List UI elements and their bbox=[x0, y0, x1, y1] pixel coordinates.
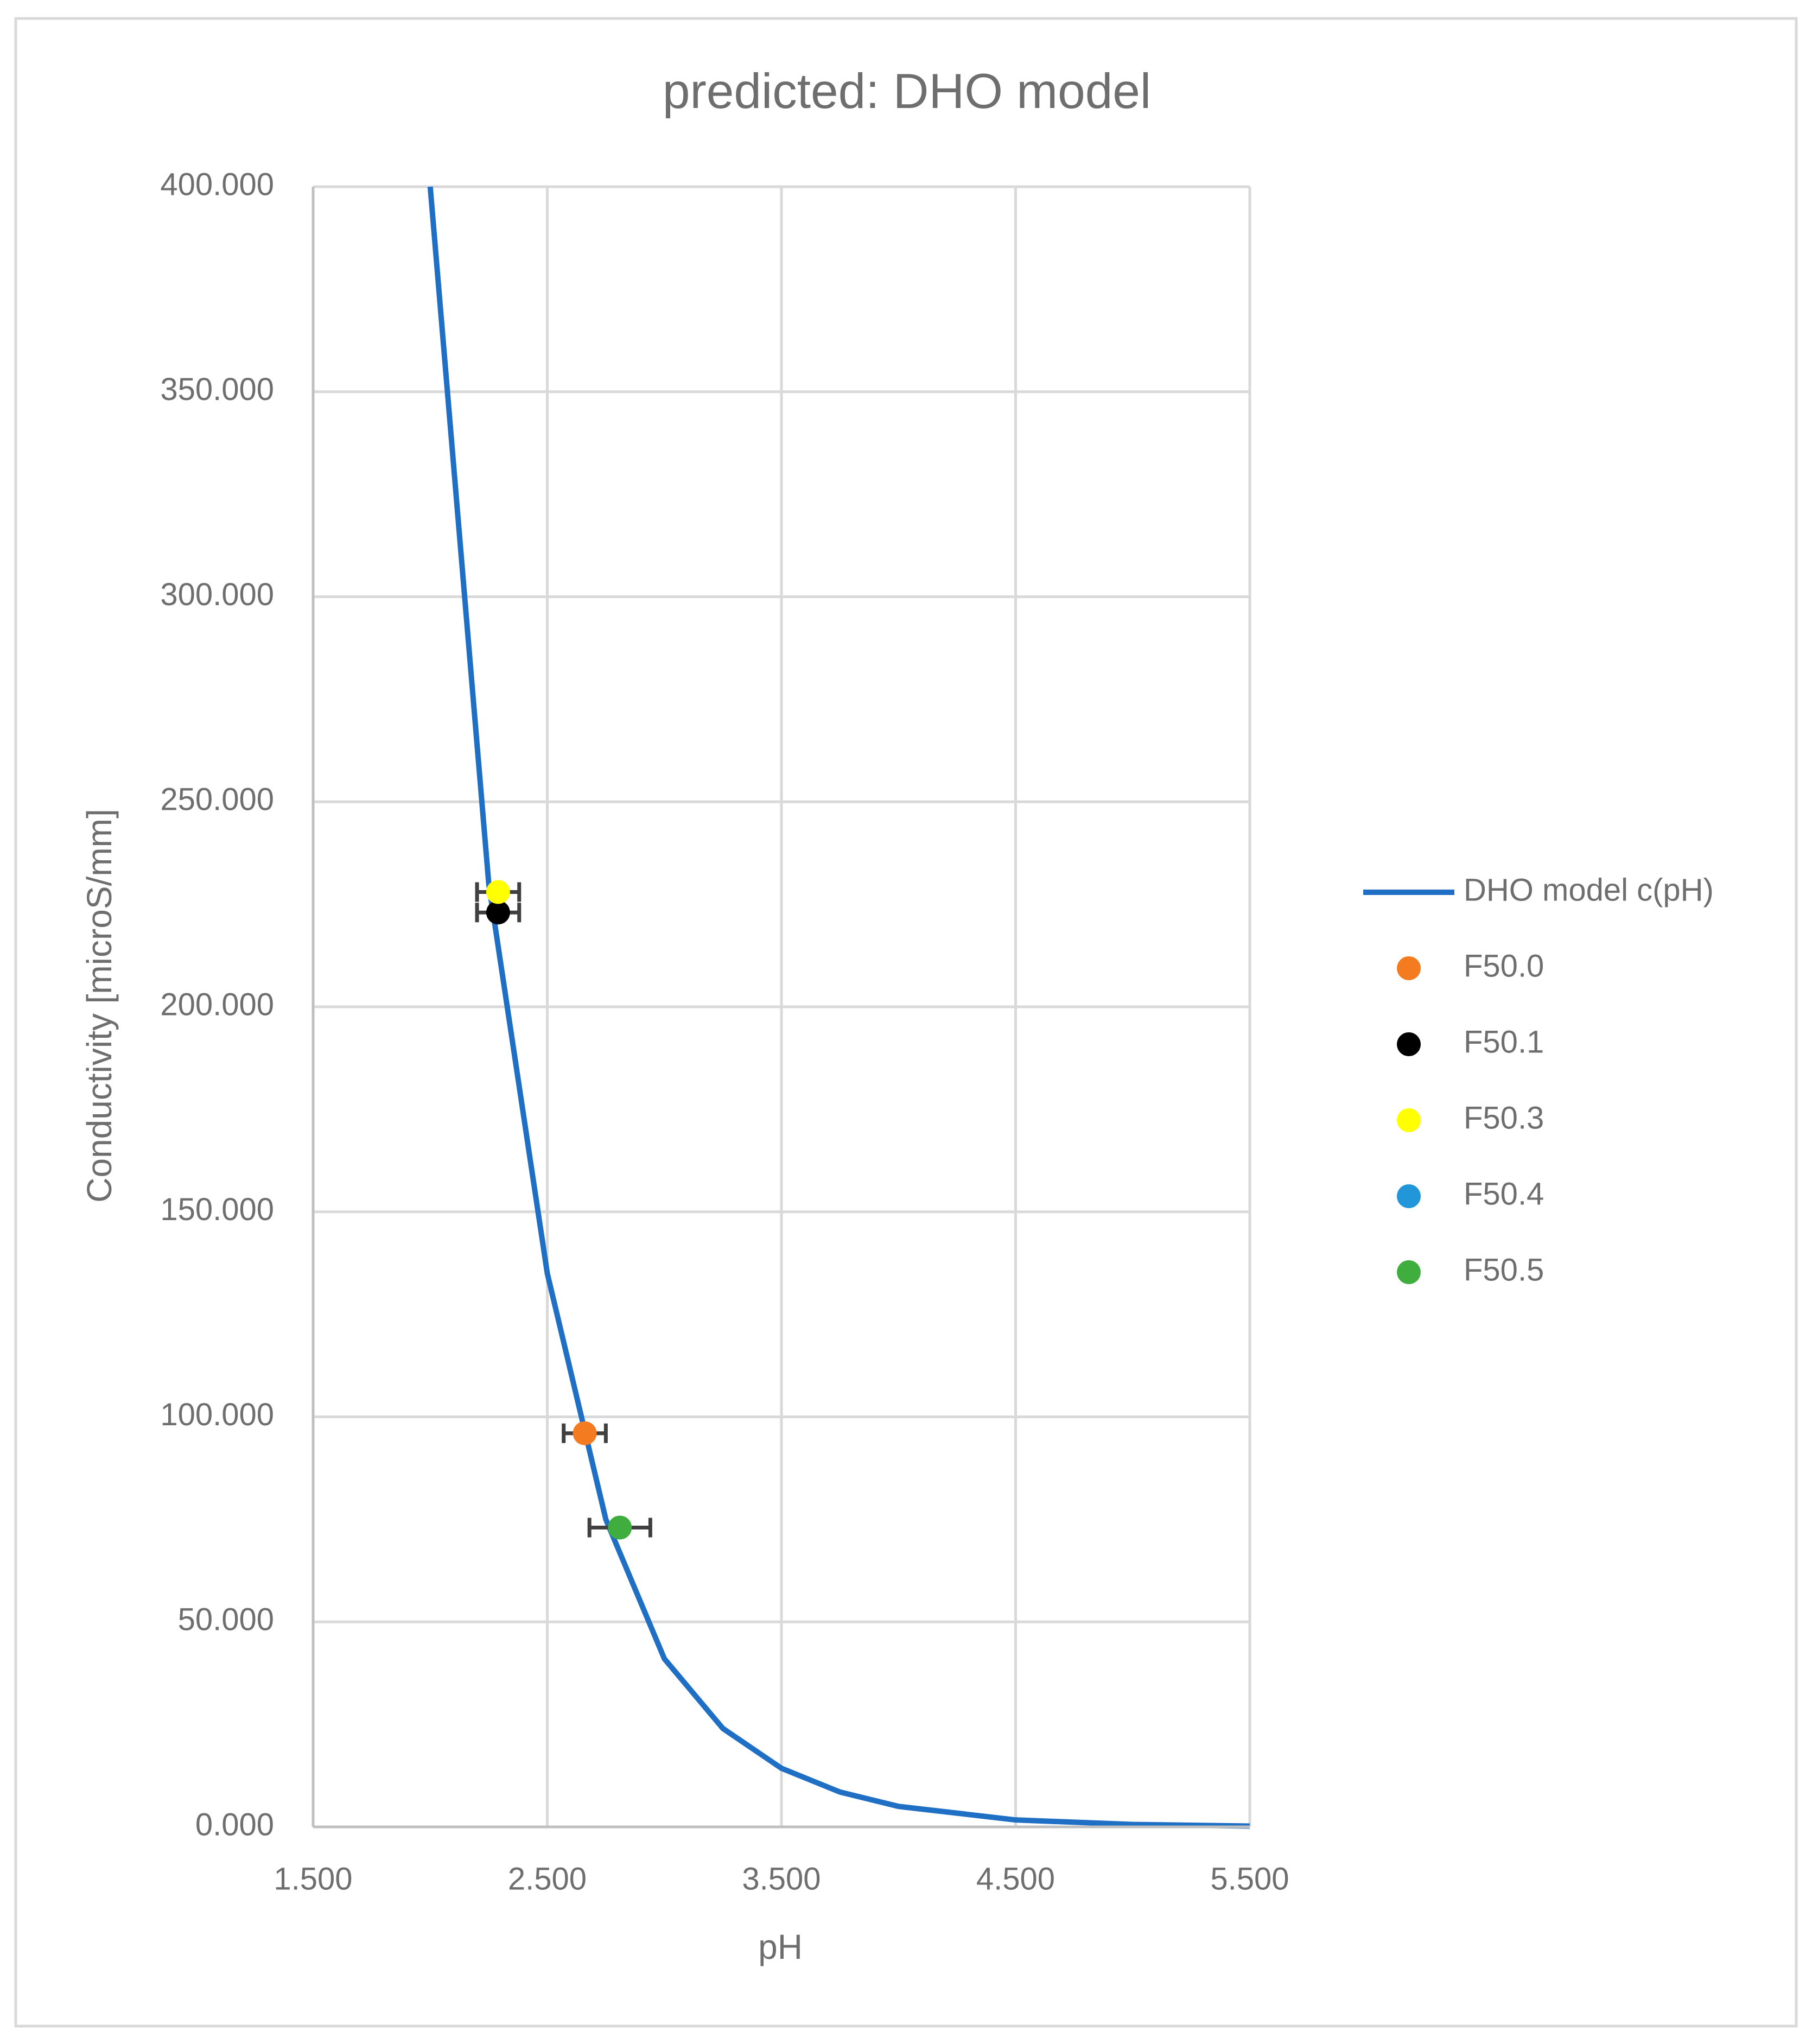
x-tick-label: 2.500 bbox=[508, 1861, 587, 1896]
legend: DHO model c(pH) F50.0 F50.1 F50.3 F50.4 F50.5 bbox=[1363, 872, 1714, 1287]
y-tick-label: 100.000 bbox=[160, 1397, 274, 1432]
legend-label: F50.5 bbox=[1464, 1252, 1544, 1287]
x-tick-label: 4.500 bbox=[976, 1861, 1055, 1896]
y-tick-label: 0.000 bbox=[195, 1807, 274, 1842]
chart-title: predicted: DHO model bbox=[663, 64, 1151, 119]
y-axis-title: Conductivity [microS/mm] bbox=[80, 809, 119, 1202]
y-tick-label: 400.000 bbox=[160, 167, 274, 202]
legend-swatch bbox=[1397, 1032, 1421, 1056]
legend-label: F50.3 bbox=[1464, 1100, 1544, 1135]
legend-label: DHO model c(pH) bbox=[1464, 872, 1714, 907]
data-point bbox=[608, 1515, 632, 1540]
legend-label: F50.4 bbox=[1464, 1176, 1544, 1211]
legend-swatch bbox=[1397, 1108, 1421, 1132]
y-tick-label: 300.000 bbox=[160, 577, 274, 612]
legend-label: F50.0 bbox=[1464, 948, 1544, 983]
chart-border bbox=[14, 17, 1798, 2028]
legend-swatch bbox=[1397, 956, 1421, 980]
data-point bbox=[573, 1421, 597, 1445]
legend-label: F50.1 bbox=[1464, 1024, 1544, 1059]
x-axis-title: pH bbox=[758, 1927, 803, 1966]
y-tick-label: 200.000 bbox=[160, 987, 274, 1022]
data-point bbox=[486, 900, 510, 925]
y-tick-label: 250.000 bbox=[160, 782, 274, 817]
y-tick-label: 150.000 bbox=[160, 1192, 274, 1227]
line-series bbox=[427, 186, 1250, 1829]
legend-swatch bbox=[1397, 1184, 1421, 1208]
legend-swatch bbox=[1397, 1260, 1421, 1284]
x-tick-label: 1.500 bbox=[274, 1861, 352, 1896]
x-tick-label: 3.500 bbox=[742, 1861, 821, 1896]
data-point bbox=[486, 880, 510, 904]
x-tick-label: 5.500 bbox=[1210, 1861, 1289, 1896]
y-tick-label: 50.000 bbox=[178, 1602, 274, 1637]
y-tick-label: 350.000 bbox=[160, 372, 274, 407]
